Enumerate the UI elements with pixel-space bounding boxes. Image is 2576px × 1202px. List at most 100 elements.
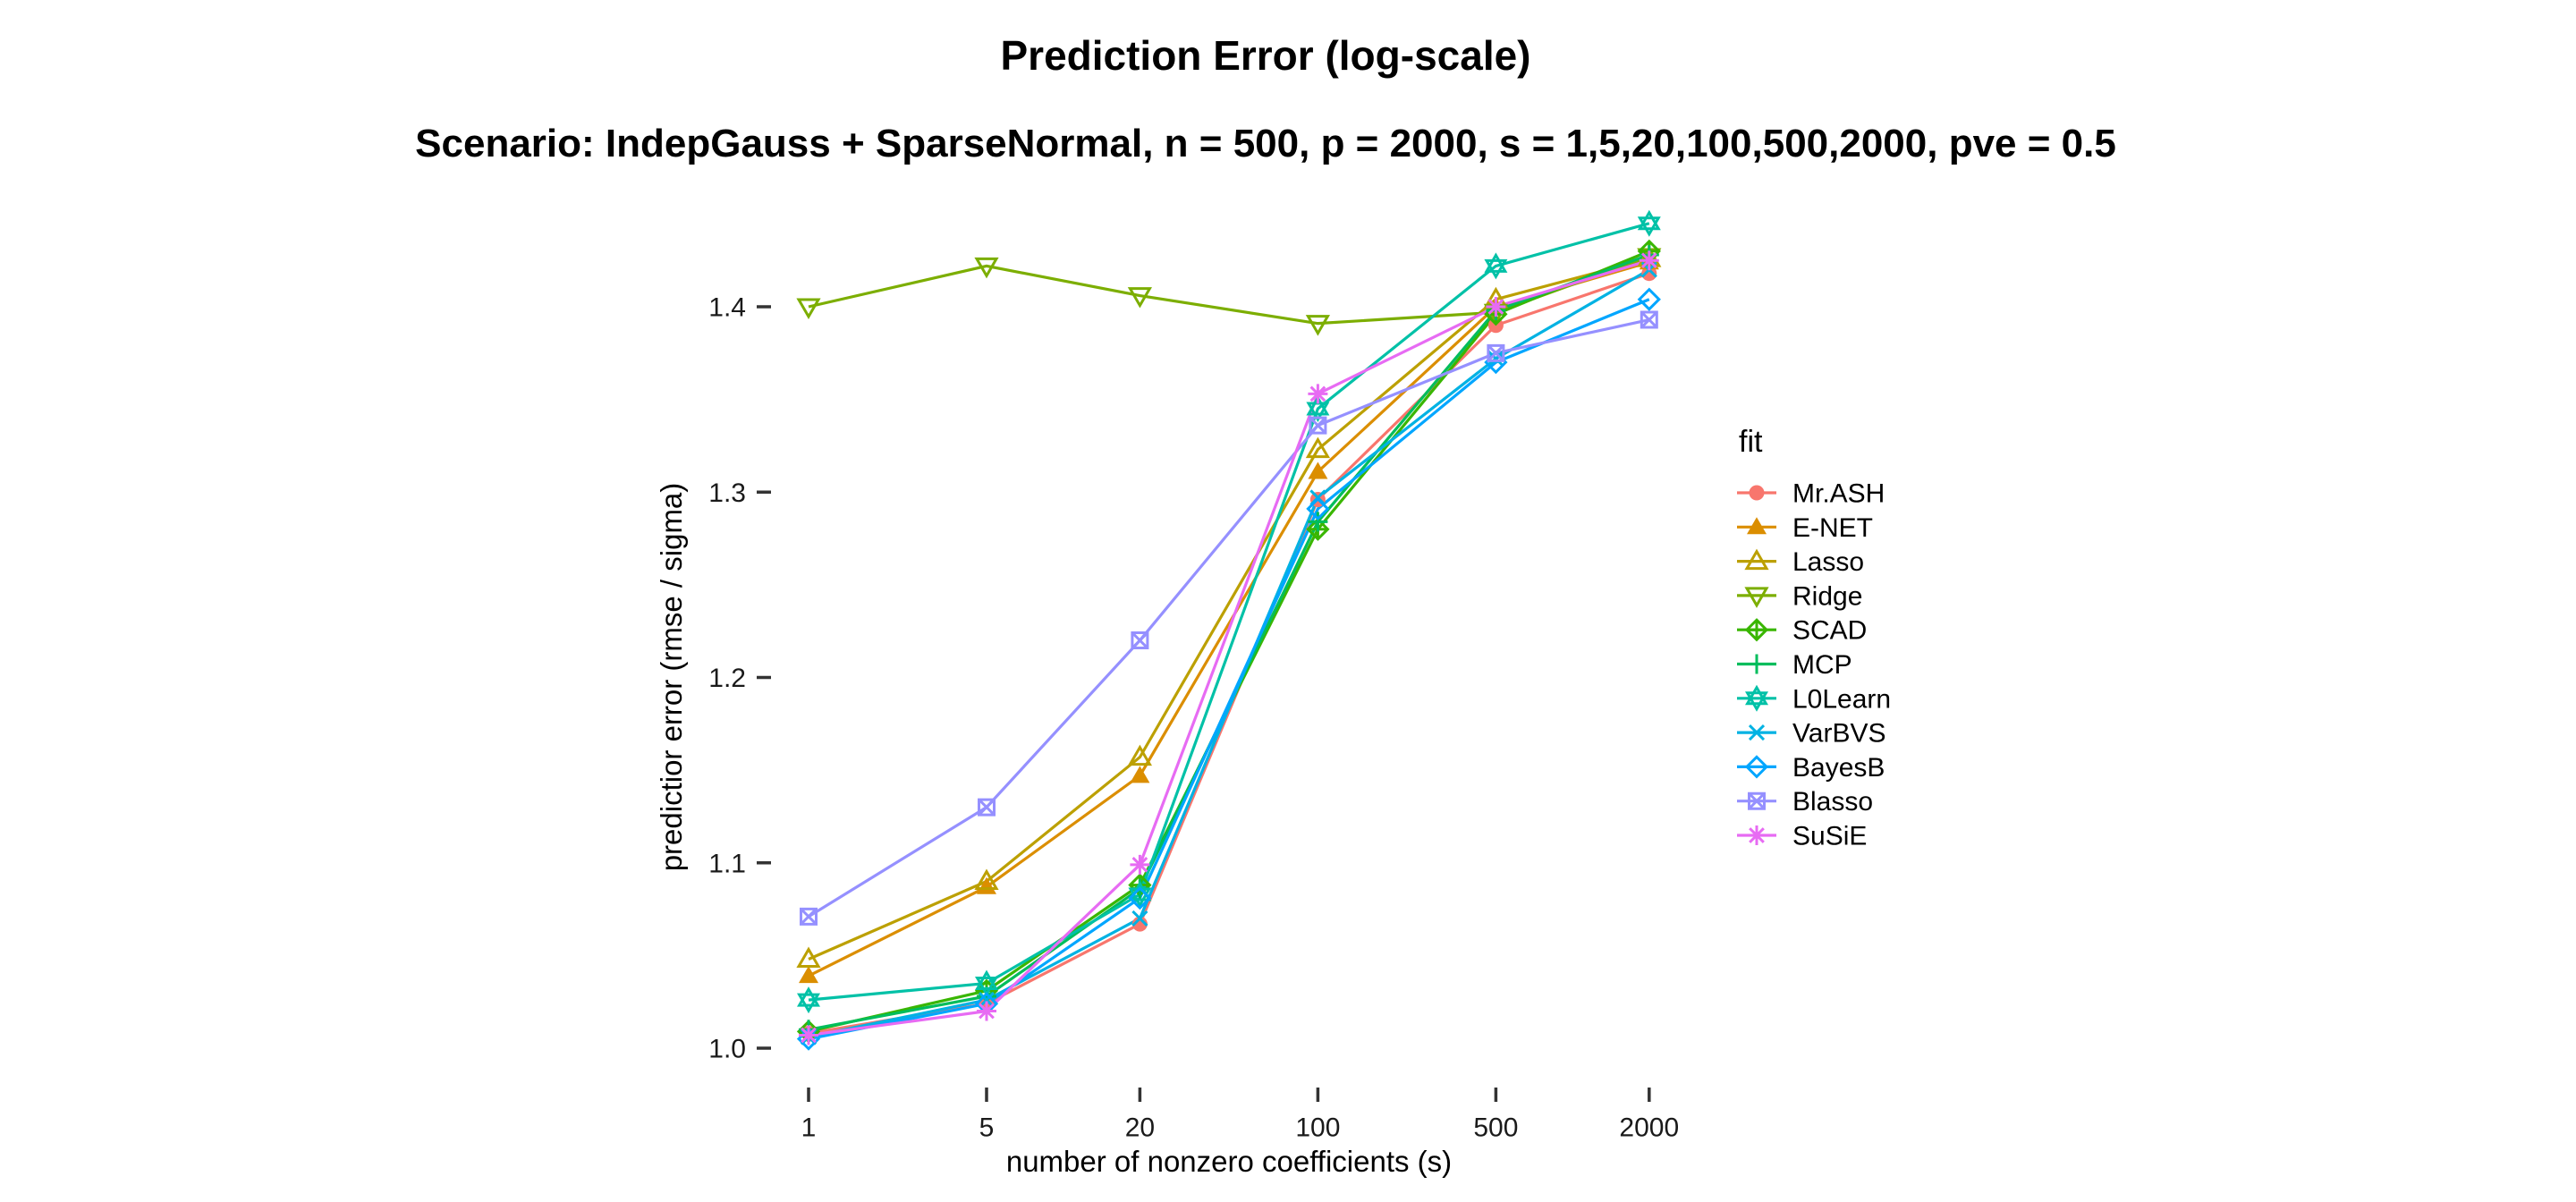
legend-entry-SuSiE: SuSiE — [1737, 822, 1867, 851]
x-tick-label: 20 — [1125, 1113, 1155, 1143]
x-tick-label: 500 — [1473, 1113, 1518, 1143]
legend-label: E-NET — [1792, 513, 1873, 543]
marker-triangle-down — [1305, 315, 1331, 336]
marker-circle — [1641, 266, 1657, 282]
marker-triangle — [1308, 461, 1328, 479]
legend-entry-Ridge: Ridge — [1737, 581, 1862, 611]
marker-star — [1484, 252, 1508, 280]
marker-triangle-open — [1305, 436, 1331, 459]
marker-diamond-plus — [1744, 618, 1769, 642]
marker-asterisk — [1130, 854, 1150, 875]
legend-entry-Blasso: Blasso — [1737, 787, 1873, 817]
marker-x — [1131, 910, 1148, 927]
legend-label: MCP — [1792, 650, 1852, 680]
series-markers-BayesB — [796, 287, 1661, 1051]
marker-asterisk — [1486, 297, 1506, 317]
marker-diamond — [1744, 755, 1769, 779]
legend-entry-MCP: MCP — [1737, 650, 1852, 680]
legend-entry-BayesB: BayesB — [1737, 753, 1885, 783]
x-tick-label: 1 — [801, 1113, 817, 1143]
marker-triangle — [1747, 517, 1767, 535]
x-tick-label: 2000 — [1619, 1113, 1679, 1143]
marker-triangle-open — [1744, 548, 1769, 571]
x-axis-title: number of nonzero coefficients (s) — [1006, 1145, 1452, 1178]
legend-label: VarBVS — [1792, 719, 1886, 749]
marker-square-x — [1487, 343, 1505, 362]
marker-triangle-down — [1744, 587, 1769, 608]
series-markers-Blasso — [800, 310, 1658, 926]
marker-triangle-open — [1127, 744, 1153, 766]
marker-star — [1637, 209, 1661, 237]
y-axis-title: predictior error (rmse / sigma) — [655, 483, 688, 872]
series-line-VarBVS — [808, 268, 1650, 1039]
series-line-BayesB — [808, 298, 1650, 1041]
marker-asterisk — [799, 1025, 818, 1045]
marker-diamond — [1637, 287, 1661, 311]
marker-x — [1748, 724, 1766, 741]
marker-diamond — [1306, 496, 1330, 521]
series-line-Blasso — [808, 317, 1650, 918]
marker-circle — [1131, 916, 1148, 932]
marker-circle — [1749, 485, 1765, 501]
marker-asterisk — [1639, 250, 1659, 271]
marker-star — [1745, 684, 1768, 712]
series-markers-Lasso — [796, 246, 1662, 969]
marker-triangle-open — [796, 946, 821, 969]
series-line-Lasso — [808, 257, 1650, 961]
y-tick-label: 1.0 — [708, 1035, 746, 1064]
marker-triangle-down — [1127, 287, 1153, 309]
legend-label: SCAD — [1792, 616, 1867, 646]
series-line-SuSiE — [808, 258, 1650, 1037]
y-tick-label: 1.3 — [708, 478, 746, 508]
series-line-Ridge — [808, 255, 1650, 326]
legend-entry-Mr.ASH: Mr.ASH — [1737, 479, 1885, 509]
x-tick-label: 5 — [979, 1113, 995, 1143]
marker-square-x — [1640, 310, 1658, 329]
legend-label: BayesB — [1792, 753, 1885, 783]
marker-triangle-open — [974, 868, 999, 890]
x-tick-label: 100 — [1295, 1113, 1340, 1143]
marker-triangle-down — [796, 298, 821, 319]
y-tick-label: 1.2 — [708, 664, 746, 693]
series-markers-E-NET — [799, 252, 1659, 984]
y-tick-label: 1.4 — [708, 293, 746, 323]
marker-triangle — [799, 966, 818, 984]
legend-label: SuSiE — [1792, 822, 1867, 851]
marker-asterisk — [1308, 384, 1328, 404]
marker-x — [1487, 350, 1504, 368]
legend-label: Blasso — [1792, 787, 1873, 817]
marker-square-x — [1309, 416, 1327, 435]
marker-triangle — [1130, 766, 1150, 783]
legend-entry-L0Learn: L0Learn — [1737, 684, 1891, 714]
legend-title: fit — [1739, 425, 1763, 459]
series-markers-L0Learn — [797, 209, 1661, 1014]
marker-asterisk — [1747, 825, 1767, 845]
marker-star — [975, 969, 998, 997]
plot-subtitle: Scenario: IndepGauss + SparseNormal, n =… — [415, 122, 2116, 165]
y-axis-ticks: 1.0 1.1 1.2 1.3 1.4 — [708, 293, 771, 1064]
series-line-L0Learn — [808, 222, 1650, 1002]
legend-entry-Lasso: Lasso — [1737, 547, 1864, 577]
series-markers-SCAD — [796, 239, 1661, 1044]
legend-entry-E-NET: E-NET — [1737, 513, 1873, 543]
marker-plus — [1308, 512, 1328, 532]
series-markers-SuSiE — [799, 250, 1659, 1045]
series-line-E-NET — [808, 260, 1650, 978]
series-markers-MCP — [799, 244, 1659, 1040]
marker-asterisk — [977, 1001, 996, 1021]
legend-entry-SCAD: SCAD — [1737, 616, 1867, 646]
marker-triangle-down — [974, 257, 999, 279]
legend-label: Mr.ASH — [1792, 479, 1885, 509]
marker-square-x — [1748, 791, 1766, 810]
marker-square-x — [1131, 631, 1149, 650]
x-axis-ticks: 1 5 20 100 500 2000 — [801, 1088, 1679, 1143]
marker-diamond — [1128, 886, 1152, 910]
marker-square-x — [978, 798, 996, 817]
marker-star — [797, 986, 820, 1014]
legend-label: Ridge — [1792, 581, 1862, 611]
marker-square-x — [800, 907, 818, 926]
legend-label: L0Learn — [1792, 684, 1891, 714]
legend: Mr.ASH E-NET Lasso Ridge SCAD MCP L0Learn VarBV… — [1737, 479, 1891, 851]
